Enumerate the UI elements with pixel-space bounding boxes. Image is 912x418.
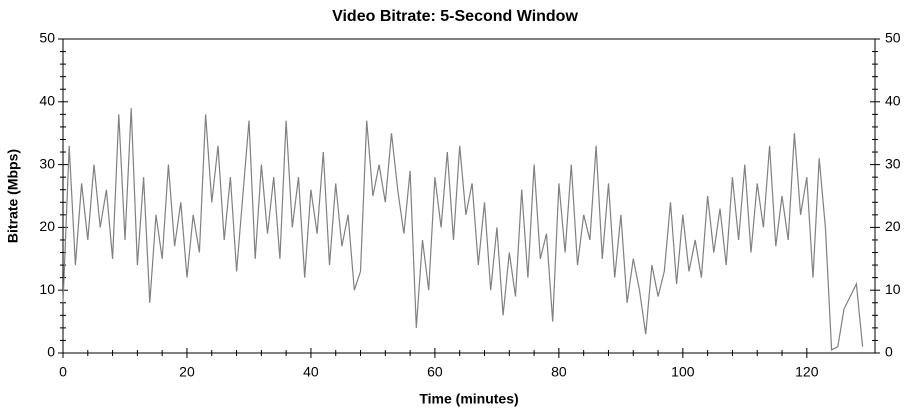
chart-title: Video Bitrate: 5-Second Window [332, 8, 578, 25]
y-tick-label: 10 [39, 281, 55, 297]
y2-tick-label: 50 [885, 30, 901, 46]
y2-tick-label: 40 [885, 93, 901, 109]
y-tick-label: 50 [39, 30, 55, 46]
data-line [62, 108, 864, 351]
y-tick-label: 30 [39, 155, 55, 171]
x-axis-label: Time (minutes) [419, 391, 518, 407]
x-tick-label: 120 [795, 364, 819, 380]
x-tick-label: 20 [179, 364, 195, 380]
x-tick-label: 80 [551, 364, 567, 380]
y-tick-label: 40 [39, 93, 55, 109]
y-axis-label: Bitrate (Mbps) [5, 149, 21, 243]
x-tick-label: 0 [59, 364, 67, 380]
y2-tick-label: 0 [885, 344, 893, 360]
y-tick-label: 20 [39, 218, 55, 234]
y2-tick-label: 30 [885, 155, 901, 171]
x-tick-label: 60 [427, 364, 443, 380]
y2-tick-label: 20 [885, 218, 901, 234]
y2-tick-label: 10 [885, 281, 901, 297]
x-tick-label: 40 [303, 364, 319, 380]
y-tick-label: 0 [47, 344, 55, 360]
x-tick-label: 100 [671, 364, 695, 380]
plot-frame [62, 38, 876, 354]
